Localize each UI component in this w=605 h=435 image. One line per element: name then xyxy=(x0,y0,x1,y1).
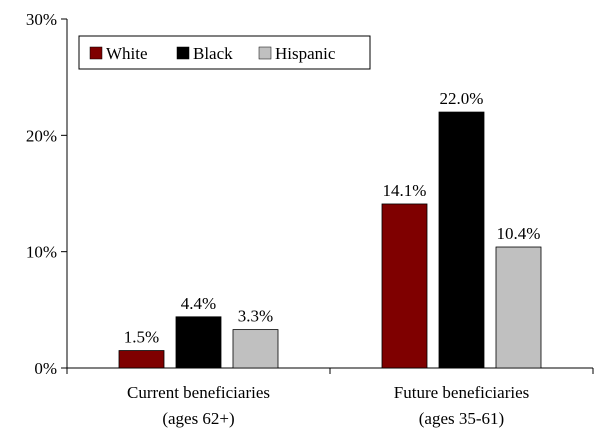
y-tick-label: 0% xyxy=(34,359,57,378)
data-label-white-1: 1.5% xyxy=(124,328,159,347)
legend-label-hispanic: Hispanic xyxy=(275,44,336,63)
category-sublabel: (ages 62+) xyxy=(162,409,234,428)
bars xyxy=(118,111,542,369)
bar-white-2 xyxy=(381,203,428,369)
y-tick-label: 10% xyxy=(26,243,57,262)
bar-black-1 xyxy=(175,316,222,369)
data-label-hispanic-2: 10.4% xyxy=(497,224,541,243)
data-label-black-2: 22.0% xyxy=(440,89,484,108)
legend: White Black Hispanic xyxy=(78,35,371,70)
data-label-hispanic-1: 3.3% xyxy=(238,307,273,326)
data-labels: 1.5% 4.4% 3.3% 14.1% 22.0% 10.4% xyxy=(124,89,541,346)
bar-hispanic-2 xyxy=(495,246,542,369)
bar-white-1 xyxy=(118,350,165,369)
legend-swatch-white xyxy=(89,46,103,60)
y-tick-label: 20% xyxy=(26,126,57,145)
y-tick-label: 30% xyxy=(26,10,57,29)
category-labels: Current beneficiaries (ages 62+) Future be… xyxy=(127,383,529,428)
category-label: Future beneficiaries xyxy=(394,383,529,402)
legend-label-black: Black xyxy=(193,44,233,63)
legend-box xyxy=(78,35,371,70)
data-label-white-2: 14.1% xyxy=(383,181,427,200)
category-sublabel: (ages 35-61) xyxy=(419,409,504,428)
category-label: Current beneficiaries xyxy=(127,383,270,402)
legend-swatch-black xyxy=(176,46,190,60)
legend-label-white: White xyxy=(106,44,148,63)
bar-hispanic-1 xyxy=(232,329,279,369)
data-label-black-1: 4.4% xyxy=(181,294,216,313)
bar-black-2 xyxy=(438,111,485,369)
legend-swatch-hispanic xyxy=(258,46,272,60)
